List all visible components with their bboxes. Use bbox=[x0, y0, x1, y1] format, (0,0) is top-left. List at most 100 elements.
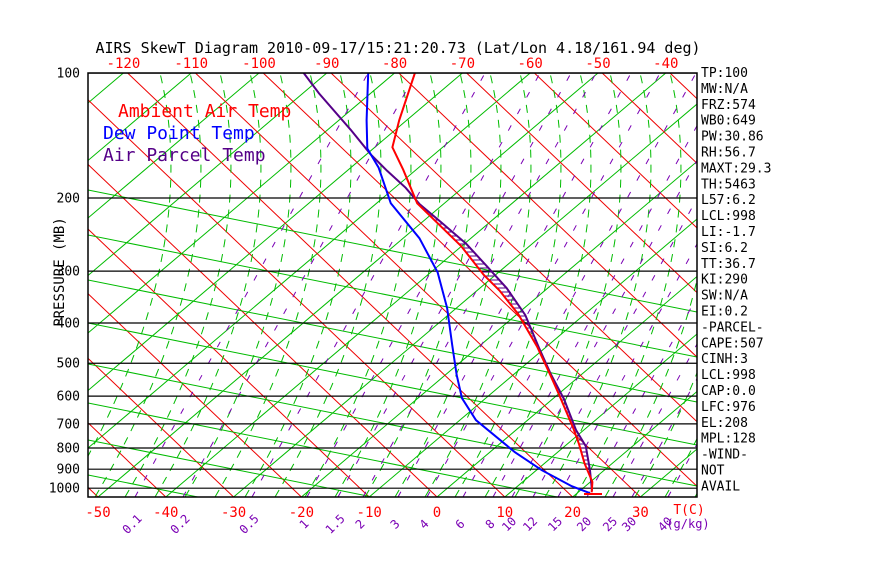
isotherm-line bbox=[88, 73, 395, 334]
moist-adiabat-line bbox=[304, 73, 412, 497]
mixing-ratio-line bbox=[511, 159, 697, 497]
stats-panel-row: SI:6.2 bbox=[701, 241, 748, 256]
legend-item: Dew Point Temp bbox=[103, 123, 255, 144]
isotherm-line bbox=[88, 73, 328, 277]
moist-adiabat-line bbox=[88, 73, 172, 458]
dry-adiabat-line bbox=[330, 73, 697, 423]
isotherm-line bbox=[301, 160, 697, 497]
isotherm-line bbox=[88, 73, 260, 219]
height-line bbox=[88, 474, 201, 497]
mixing-ratio-line bbox=[586, 295, 697, 497]
stats-panel-row: LCL:998 bbox=[701, 368, 756, 383]
isotherm-line bbox=[0, 73, 56, 497]
stats-panel-row: L57:6.2 bbox=[701, 193, 756, 208]
moist-adiabat-line bbox=[94, 73, 202, 497]
bottom-temp-label: -30 bbox=[221, 505, 246, 521]
mixing-ratio-label: 4 bbox=[417, 517, 432, 532]
mixing-ratio-line bbox=[182, 73, 417, 497]
moist-adiabat-line bbox=[544, 73, 652, 497]
moist-adiabat-line bbox=[454, 73, 562, 497]
top-temp-label: -100 bbox=[242, 56, 276, 72]
profiles bbox=[302, 73, 602, 495]
dry-adiabat-line bbox=[398, 73, 697, 358]
pressure-tick-label: 200 bbox=[57, 191, 80, 206]
pressure-tick-label: 500 bbox=[57, 357, 80, 372]
top-temp-label: -90 bbox=[314, 56, 339, 72]
pressure-tick-label: 600 bbox=[57, 390, 80, 405]
moist-adiabat-line bbox=[214, 73, 322, 497]
stats-panel-row: TH:5463 bbox=[701, 177, 756, 192]
moist-adiabat-line bbox=[484, 73, 592, 497]
mixing-ratio-label: 0.1 bbox=[120, 512, 145, 537]
top-temp-label: -60 bbox=[518, 56, 543, 72]
stats-panel-row: CAPE:507 bbox=[701, 336, 764, 351]
mixing-unit-label: (g/kg) bbox=[666, 517, 709, 531]
cape-hatch bbox=[422, 207, 591, 473]
pressure-tick-label: 300 bbox=[57, 265, 80, 280]
stats-panel-row: NOT bbox=[701, 464, 725, 479]
stats-panel-row: MW:N/A bbox=[701, 82, 748, 97]
mixing-ratio-label: 6 bbox=[453, 517, 468, 532]
mixing-ratio-line bbox=[462, 73, 697, 497]
stats-panel-row: TP:100 bbox=[701, 66, 748, 81]
height-line bbox=[88, 322, 697, 446]
isotherm-line bbox=[88, 73, 192, 162]
dry-adiabat-line bbox=[0, 73, 30, 497]
moist-adiabat-line bbox=[244, 73, 352, 497]
stats-panel-row: LCL:998 bbox=[701, 209, 756, 224]
chart-title: AIRS SkewT Diagram 2010-09-17/15:21:20.7… bbox=[95, 39, 700, 57]
dry-adiabat-line bbox=[88, 228, 370, 497]
stats-panel-row: WB0:649 bbox=[701, 114, 756, 129]
dry-adiabat-line bbox=[88, 357, 234, 497]
dry-adiabat-line bbox=[127, 73, 573, 497]
pressure-tick-label: 1000 bbox=[49, 482, 80, 497]
moist-adiabat-line bbox=[514, 73, 622, 497]
stats-panel-row: TT:36.7 bbox=[701, 257, 756, 272]
top-temp-label: -40 bbox=[653, 56, 678, 72]
stats-panel-row: AVAIL bbox=[701, 479, 740, 494]
bottom-temp-label: -10 bbox=[357, 505, 382, 521]
stats-panel-row: KI:290 bbox=[701, 273, 748, 288]
legend-item: Ambient Air Temp bbox=[118, 101, 291, 122]
isotherm-line bbox=[165, 73, 667, 497]
moist-adiabat-line bbox=[845, 73, 870, 497]
stats-panel-row: EL:208 bbox=[701, 416, 748, 431]
isotherm-line bbox=[436, 275, 697, 497]
mixing-ratio-line bbox=[426, 73, 661, 497]
mixing-ratio-label: 1.5 bbox=[323, 512, 348, 537]
mixing-ratio-line bbox=[134, 73, 369, 497]
pressure-tick-label: 900 bbox=[57, 463, 80, 478]
bottom-temp-label: -50 bbox=[85, 505, 110, 521]
stats-panel-row: LFC:976 bbox=[701, 400, 756, 415]
height-line bbox=[88, 363, 697, 487]
stats-panel-row: FRZ:574 bbox=[701, 98, 756, 113]
moist-adiabat-line bbox=[364, 73, 472, 497]
pressure-axis-label: PRESSURE (MB) bbox=[52, 217, 68, 327]
stats-panel-row: -PARCEL- bbox=[701, 320, 764, 335]
moist-adiabat-line bbox=[755, 73, 861, 497]
stats-panel-row: CINH:3 bbox=[701, 352, 748, 367]
isotherm-line bbox=[88, 73, 463, 392]
height-line bbox=[88, 279, 697, 403]
isotherm-line bbox=[233, 103, 697, 497]
stats-panel-row: PW:30.86 bbox=[701, 130, 764, 145]
stats-panel-row: MPL:128 bbox=[701, 432, 756, 447]
moist-adiabat-line bbox=[274, 73, 382, 497]
stats-panel-row: -WIND- bbox=[701, 448, 748, 463]
top-temp-label: -110 bbox=[174, 56, 208, 72]
top-temp-label: -80 bbox=[382, 56, 407, 72]
stats-panel-row: SW:N/A bbox=[701, 289, 748, 304]
mixing-ratio-label: 15 bbox=[545, 514, 565, 534]
mixing-ratio-line bbox=[362, 73, 597, 497]
stats-panel-row: MAXT:29.3 bbox=[701, 161, 771, 176]
moist-adiabat-line bbox=[815, 73, 870, 497]
background-grid bbox=[0, 73, 870, 497]
moist-adiabat-line bbox=[124, 73, 232, 497]
mixing-ratio-line bbox=[306, 73, 541, 497]
mixing-ratio-line bbox=[612, 343, 697, 497]
dry-adiabat-line bbox=[466, 73, 697, 294]
mixing-ratio-label: 25 bbox=[600, 514, 620, 534]
dry-adiabat-line bbox=[669, 73, 697, 100]
